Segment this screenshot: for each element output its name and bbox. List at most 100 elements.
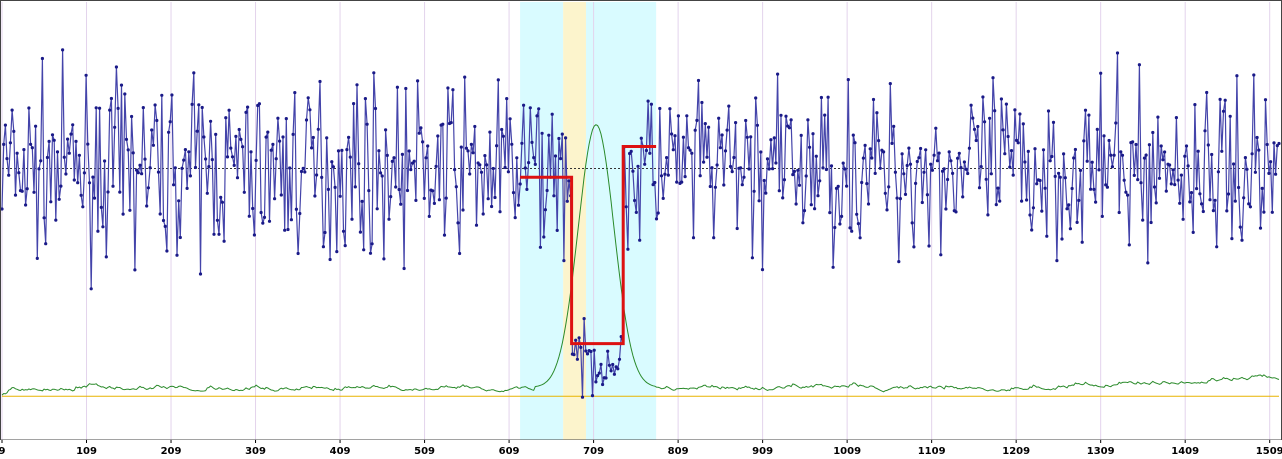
data-point	[72, 178, 76, 182]
data-point	[318, 79, 322, 84]
data-point	[882, 150, 886, 154]
data-point	[496, 78, 500, 82]
data-point	[910, 221, 914, 225]
data-point	[37, 167, 41, 171]
data-point	[13, 193, 18, 197]
data-point	[528, 106, 532, 110]
data-point	[163, 224, 167, 228]
data-point	[316, 127, 320, 131]
data-point	[784, 114, 788, 118]
data-point	[103, 159, 107, 163]
data-point	[999, 97, 1004, 101]
data-point	[246, 105, 250, 109]
data-point	[616, 367, 620, 371]
data-point	[466, 149, 470, 153]
data-point	[124, 137, 129, 141]
data-point	[710, 166, 714, 170]
data-point	[20, 189, 24, 193]
data-point	[306, 96, 310, 100]
data-point	[473, 124, 477, 129]
x-tick-label: 209	[161, 446, 182, 457]
data-point	[1109, 153, 1113, 157]
data-point	[357, 162, 361, 166]
data-point	[791, 173, 795, 177]
x-tick-label: 109	[76, 446, 97, 457]
data-point	[485, 163, 489, 167]
data-point	[235, 176, 240, 180]
data-point	[138, 163, 142, 167]
data-point	[27, 106, 31, 110]
data-point	[1235, 74, 1239, 78]
x-tick-label: 1109	[918, 446, 946, 457]
data-point	[789, 118, 793, 122]
data-point	[843, 167, 847, 171]
data-point	[508, 117, 512, 121]
data-point	[744, 118, 748, 123]
data-point	[320, 175, 324, 179]
data-point	[1196, 149, 1200, 153]
data-point	[747, 167, 751, 171]
data-point	[350, 217, 354, 221]
data-point	[1137, 63, 1141, 67]
data-point	[109, 96, 113, 101]
data-point	[983, 120, 987, 124]
data-point	[829, 164, 834, 168]
data-point	[690, 151, 694, 155]
data-point	[187, 150, 191, 154]
data-point	[967, 146, 972, 150]
data-point	[30, 146, 34, 150]
data-point	[304, 118, 309, 122]
data-point	[799, 133, 803, 137]
data-point	[50, 133, 55, 137]
data-point	[355, 83, 359, 87]
data-point	[66, 137, 70, 141]
data-point	[676, 114, 681, 118]
data-point	[580, 395, 585, 399]
data-point	[409, 168, 413, 172]
data-point	[707, 125, 711, 129]
data-point	[426, 144, 430, 148]
data-point	[380, 174, 384, 178]
data-point	[1082, 139, 1086, 143]
data-point	[257, 102, 261, 106]
data-point	[76, 181, 80, 185]
data-point	[1001, 128, 1005, 132]
data-point	[949, 159, 953, 163]
data-point	[12, 129, 16, 133]
data-point	[128, 208, 132, 212]
data-point	[781, 196, 785, 200]
data-point	[313, 194, 317, 198]
data-point	[392, 156, 396, 160]
data-point	[1208, 198, 1212, 202]
data-point	[505, 97, 509, 101]
data-point	[1016, 141, 1020, 145]
data-point	[659, 174, 664, 178]
data-point	[530, 140, 534, 144]
data-point	[727, 104, 731, 108]
data-point	[638, 238, 642, 242]
data-point	[345, 148, 349, 152]
data-point	[1048, 159, 1052, 163]
data-point	[723, 149, 728, 153]
data-point	[988, 116, 992, 120]
data-point	[866, 202, 871, 206]
data-point	[782, 178, 787, 182]
data-point	[634, 210, 638, 214]
data-point	[939, 253, 943, 257]
data-point	[969, 103, 973, 107]
data-point	[1097, 168, 1101, 172]
data-point	[454, 185, 458, 189]
data-point	[644, 148, 649, 153]
x-tick-label: 409	[330, 446, 351, 457]
data-point	[646, 99, 650, 103]
data-point	[254, 158, 258, 162]
data-point	[986, 213, 990, 217]
data-point	[301, 166, 305, 170]
data-point	[1060, 237, 1064, 241]
data-point	[437, 198, 441, 202]
data-point	[596, 374, 600, 378]
data-point	[298, 211, 302, 216]
data-point	[959, 166, 963, 170]
data-point	[1270, 210, 1274, 214]
data-point	[888, 82, 892, 86]
